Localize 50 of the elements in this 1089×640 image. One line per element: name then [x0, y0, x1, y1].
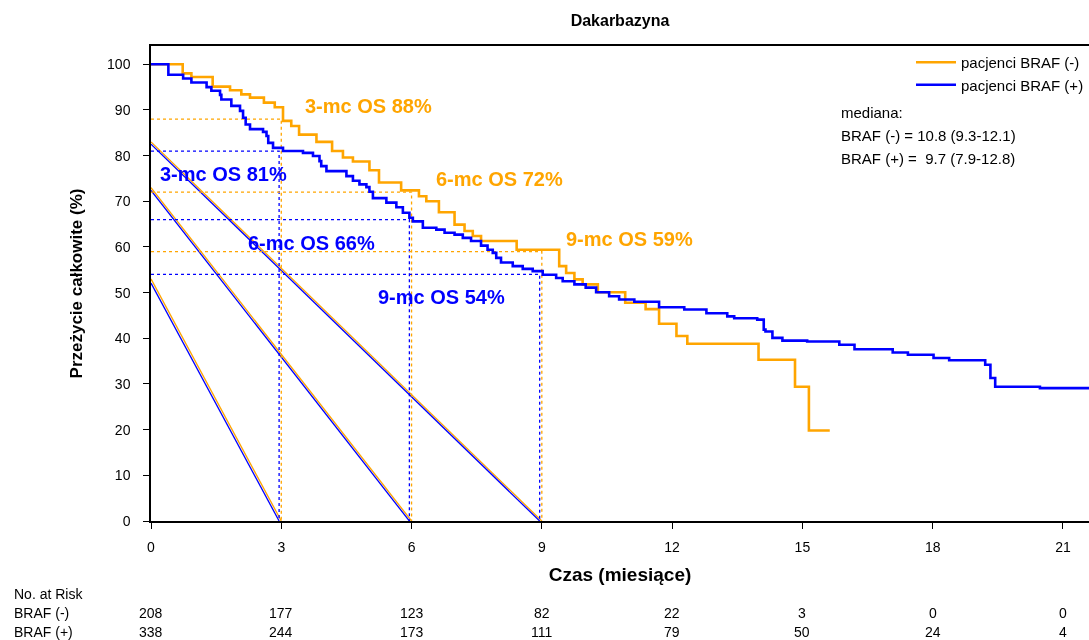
annotation: mediana: [841, 104, 903, 121]
x-tick-label: 12 [664, 538, 681, 555]
y-tick-label: 80 [114, 147, 131, 164]
text: 177 [269, 605, 293, 621]
legend-label: pacjenci BRAF (-) [961, 54, 1080, 72]
y-tick-label: 100 [107, 56, 131, 73]
y-tick-label: 20 [114, 421, 131, 438]
y-tick-label: 90 [114, 101, 131, 118]
text: 50 [794, 624, 810, 640]
text: 24 [925, 624, 941, 640]
text: 208 [139, 605, 163, 621]
text: BRAF (+) [14, 624, 73, 640]
text: 22 [664, 605, 680, 621]
text: 123 [400, 605, 424, 621]
annotation: BRAF (+) = 9.7 (7.9-12.8) [841, 150, 1016, 167]
text: 338 [139, 624, 163, 640]
y-tick-label: 0 [122, 512, 131, 529]
x-tick-label: 21 [1055, 538, 1071, 555]
legend-label: pacjenci BRAF (+) [961, 76, 1084, 94]
y-tick-label: 40 [114, 330, 131, 347]
text: 173 [400, 624, 424, 640]
y-tick-label: 60 [114, 238, 131, 255]
text: 244 [269, 624, 293, 640]
text: BRAF (-) [14, 605, 70, 621]
y-tick-label: 50 [114, 284, 131, 301]
text: 82 [534, 605, 550, 621]
annotation: 9-mc OS 54% [378, 286, 505, 308]
text: 111 [531, 624, 553, 640]
x-axis-title: Czas (miesiące) [548, 563, 692, 585]
x-tick-label: 6 [407, 538, 416, 555]
chart-title: Dakarbazyna [570, 11, 670, 29]
y-tick-label: 30 [114, 375, 131, 392]
text: 0 [929, 605, 937, 621]
text: 79 [664, 624, 680, 640]
text: 4 [1059, 624, 1067, 640]
text: No. at Risk [14, 586, 84, 602]
y-axis-title: Przeżycie całkowite (%) [67, 188, 87, 379]
x-tick-label: 18 [924, 538, 941, 555]
x-tick-label: 15 [794, 538, 811, 555]
x-tick-label: 0 [147, 538, 156, 555]
text: 3 [798, 605, 806, 621]
text: 0 [1059, 605, 1067, 621]
x-tick-label: 9 [537, 538, 546, 555]
annotation: 6-mc OS 72% [436, 168, 563, 190]
annotation: BRAF (-) = 10.8 (9.3-12.1) [841, 127, 1016, 144]
x-tick-label: 3 [277, 538, 286, 555]
y-tick-label: 70 [114, 193, 131, 210]
annotation: 3-mc OS 88% [305, 95, 432, 117]
y-tick-label: 10 [114, 467, 131, 484]
annotation: 9-mc OS 59% [566, 228, 693, 250]
